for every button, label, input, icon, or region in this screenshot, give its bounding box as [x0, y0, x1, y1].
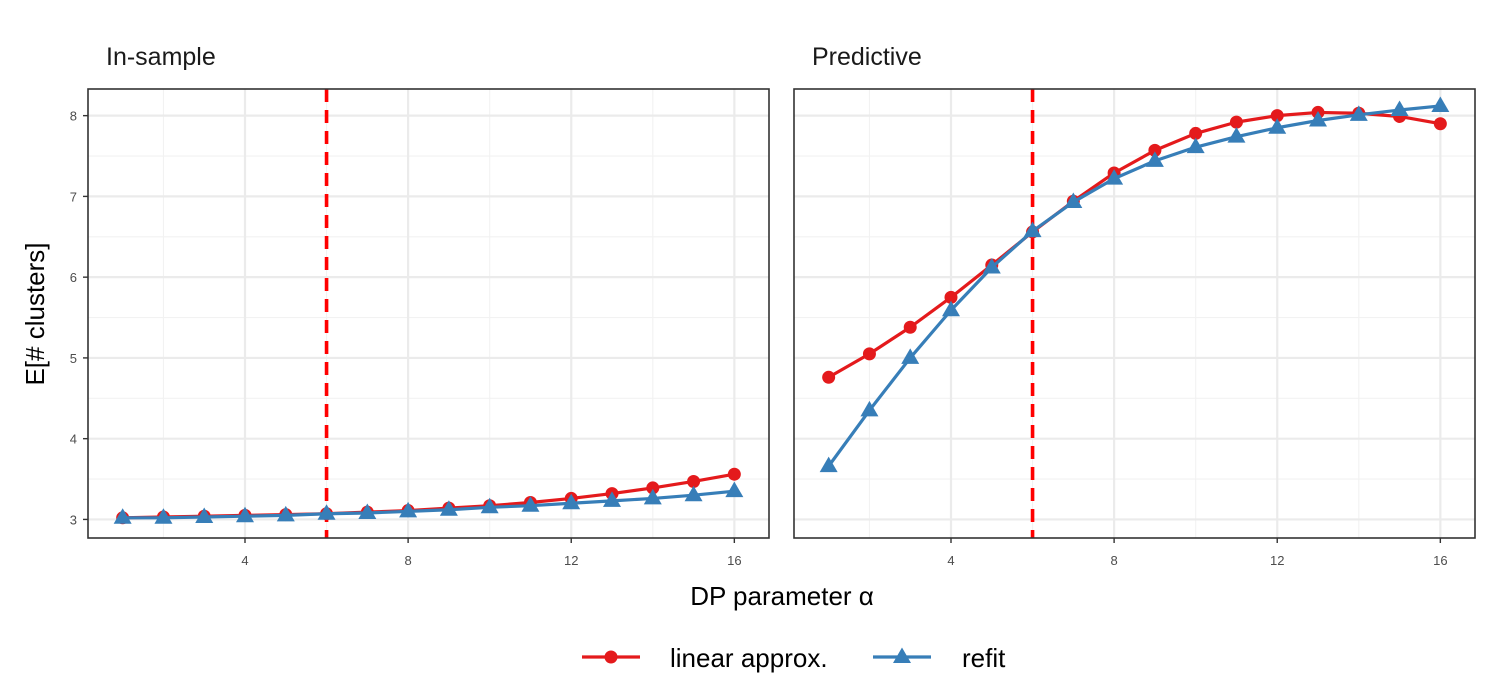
y-tick-label: 5: [70, 351, 77, 366]
point-refit: [1186, 137, 1205, 154]
point-refit: [1227, 127, 1246, 143]
point-refit: [399, 501, 418, 518]
point-linear: [1189, 126, 1203, 140]
point-linear: [1270, 109, 1284, 123]
point-refit: [643, 488, 662, 505]
point-refit: [1105, 169, 1124, 185]
point-refit: [1390, 100, 1409, 116]
panel-title-in-sample: In-sample: [106, 43, 216, 71]
legend: linear approx. refit: [582, 643, 1006, 673]
panel-border: [793, 88, 1476, 539]
legend-key-linear: [582, 650, 640, 664]
point-refit: [1064, 192, 1083, 209]
panel-title-predictive: Predictive: [812, 43, 922, 71]
panel-in-sample: In-sample 4 8 12 16: [87, 43, 770, 568]
point-refit: [154, 508, 173, 524]
x-tick-label: 12: [1270, 553, 1284, 568]
point-refit: [603, 491, 621, 507]
x-tick-label: 4: [947, 553, 954, 568]
point-linear: [646, 481, 660, 495]
x-tick-label: 8: [404, 553, 411, 568]
panel-border: [87, 88, 770, 539]
point-refit: [521, 496, 540, 512]
y-tick-label: 3: [70, 512, 77, 527]
series-line-linear: [827, 110, 1441, 379]
point-refit: [439, 500, 458, 516]
point-linear: [727, 467, 741, 481]
x-tick-label: 4: [241, 553, 248, 568]
x-tick-label: 8: [1110, 553, 1117, 568]
x-tick-label: 16: [727, 553, 741, 568]
point-refit: [819, 456, 838, 473]
point-refit: [684, 485, 703, 502]
legend-label-linear: linear approx.: [670, 643, 828, 673]
point-linear: [1148, 143, 1162, 157]
point-refit: [1145, 151, 1164, 167]
point-refit: [562, 493, 581, 510]
point-refit: [317, 504, 336, 520]
point-refit: [901, 348, 920, 364]
point-refit: [276, 505, 295, 522]
point-linear: [1229, 115, 1243, 129]
point-refit: [195, 507, 214, 523]
point-refit: [1023, 221, 1042, 238]
y-tick-label: 6: [70, 270, 77, 285]
point-refit: [942, 300, 960, 317]
point-refit: [725, 481, 744, 498]
x-axis-title: DP parameter α: [690, 581, 874, 611]
point-linear: [687, 474, 701, 488]
point-refit: [358, 503, 377, 519]
x-tick-label: 12: [564, 553, 578, 568]
y-tick-label: 7: [70, 189, 77, 204]
y-axis: 3 4 5 6 7 8: [70, 109, 88, 527]
series-line-refit: [827, 104, 1441, 468]
point-refit: [113, 508, 132, 524]
point-refit: [982, 257, 1001, 274]
legend-key-refit: [873, 647, 931, 663]
series-line-refit: [122, 489, 735, 520]
legend-label-refit: refit: [962, 643, 1006, 673]
point-refit: [1431, 96, 1450, 112]
point-refit: [1349, 105, 1368, 121]
point-refit: [236, 506, 254, 523]
point-linear: [822, 370, 836, 384]
point-refit: [1268, 118, 1287, 134]
point-linear: [862, 347, 876, 361]
point-linear: [903, 320, 917, 334]
y-axis-title: E[# clusters]: [20, 242, 50, 385]
x-tick-label: 16: [1433, 553, 1447, 568]
point-linear: [944, 290, 958, 304]
point-refit: [1309, 110, 1327, 127]
point-refit: [860, 400, 879, 417]
point-linear: [1433, 117, 1447, 131]
y-tick-label: 4: [70, 432, 77, 447]
panel-predictive: Predictive 4 8 12 16: [793, 43, 1476, 568]
y-tick-label: 8: [70, 109, 77, 124]
point-refit: [480, 497, 499, 514]
